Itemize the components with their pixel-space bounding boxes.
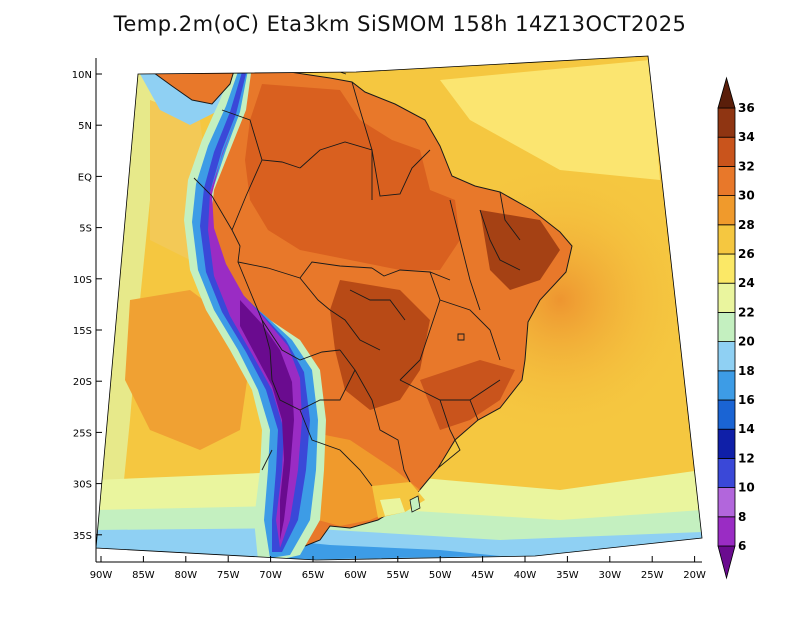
- lon-tick-label: 85W: [132, 570, 155, 581]
- caribbean-island: [321, 65, 329, 71]
- colorbar-segment: [717, 341, 736, 372]
- south-band-18: [96, 528, 702, 560]
- colorbar-label: 6: [738, 539, 746, 553]
- colorbar-label: 24: [738, 276, 755, 290]
- lon-tick-label: 65W: [302, 570, 325, 581]
- colorbar-segment: [717, 516, 736, 547]
- colorbar-segment: [717, 487, 736, 518]
- colorbar-label: 30: [738, 189, 755, 203]
- colorbar-segment: [717, 224, 736, 255]
- atlantic-mild-zone: [440, 60, 660, 180]
- uruguay-cool: [380, 498, 405, 516]
- northeast-hot-zone: [480, 210, 560, 290]
- colorbar-label: 8: [738, 510, 746, 524]
- lat-tick-label: EQ: [78, 172, 92, 183]
- lon-tick-label: 55W: [386, 570, 409, 581]
- caribbean-island: [289, 59, 313, 65]
- colorbar-arrow-high: [717, 76, 736, 109]
- colorbar-label: 22: [738, 305, 755, 319]
- lat-tick-label: 15S: [73, 326, 92, 337]
- south-band-16: [280, 540, 500, 560]
- colorbar-arrow-low: [717, 545, 736, 580]
- colorbar-segment: [717, 253, 736, 284]
- lon-tick-label: 50W: [429, 570, 452, 581]
- colorbar-label: 16: [738, 393, 755, 407]
- lat-tick-label: 10S: [73, 275, 92, 286]
- colorbar-label: 10: [738, 481, 755, 495]
- country-borders: [193, 81, 521, 487]
- colorbar-label: 12: [738, 451, 755, 465]
- colorbar-label: 34: [738, 130, 755, 144]
- lake: [457, 333, 465, 341]
- temperature-field: [96, 56, 702, 560]
- latitude-ticks: 10N 5N EQ 5S 10S 15S 20S 25S 30S 35S: [72, 70, 102, 542]
- lon-tick-label: 20W: [683, 570, 706, 581]
- lat-tick-label: 10N: [72, 70, 92, 81]
- lat-tick-label: 20S: [73, 377, 92, 388]
- colorbar-label: 26: [738, 247, 755, 261]
- colorbar-segment: [717, 311, 736, 342]
- colorbar: 6 8 10 12 14 16 18 20 22 24 26 28 30 32 34 36: [717, 76, 755, 580]
- colorbar-segment: [717, 399, 736, 430]
- colorbar-segment: [717, 282, 736, 313]
- longitude-ticks: 90W 85W 80W 75W 70W 65W 60W 55W 50W 45W 40W 35W 30W 2…: [90, 556, 706, 581]
- colorbar-label: 36: [738, 101, 755, 115]
- lon-tick-label: 90W: [90, 570, 113, 581]
- colorbar-label: 32: [738, 159, 755, 173]
- colorbar-label: 20: [738, 335, 755, 349]
- colorbar-segment: [717, 457, 736, 488]
- colorbar-segment: [717, 370, 736, 401]
- lat-tick-label: 25S: [73, 428, 92, 439]
- colorbar-segment: [717, 195, 736, 226]
- lon-tick-label: 45W: [471, 570, 494, 581]
- colorbar-segment: [717, 428, 736, 459]
- colorbar-label: 18: [738, 364, 755, 378]
- map-frame: [95, 55, 703, 561]
- lon-tick-label: 70W: [259, 570, 282, 581]
- lon-tick-label: 35W: [556, 570, 579, 581]
- lon-tick-label: 25W: [641, 570, 664, 581]
- lat-tick-label: 35S: [73, 531, 92, 542]
- lat-tick-label: 5N: [78, 121, 92, 132]
- lon-tick-label: 80W: [174, 570, 197, 581]
- lon-tick-label: 30W: [598, 570, 621, 581]
- colorbar-segment: [717, 165, 736, 196]
- lon-tick-label: 60W: [344, 570, 367, 581]
- map-title: Temp.2m(oC) Eta3km SiSMOM 158h 14Z13OCT2…: [113, 12, 687, 36]
- colorbar-segment: [717, 107, 736, 138]
- interior-hot-zone: [330, 280, 430, 410]
- lat-tick-label: 5S: [79, 224, 92, 235]
- amazon-hot-zone: [245, 84, 460, 270]
- colorbar-label: 28: [738, 218, 755, 232]
- lon-tick-label: 75W: [217, 570, 240, 581]
- lagoon: [409, 495, 421, 513]
- andes-band-6: [240, 300, 294, 540]
- colorbar-segment: [717, 136, 736, 167]
- lon-tick-label: 40W: [514, 570, 537, 581]
- colorbar-label: 14: [738, 422, 755, 436]
- lat-tick-label: 30S: [73, 480, 92, 491]
